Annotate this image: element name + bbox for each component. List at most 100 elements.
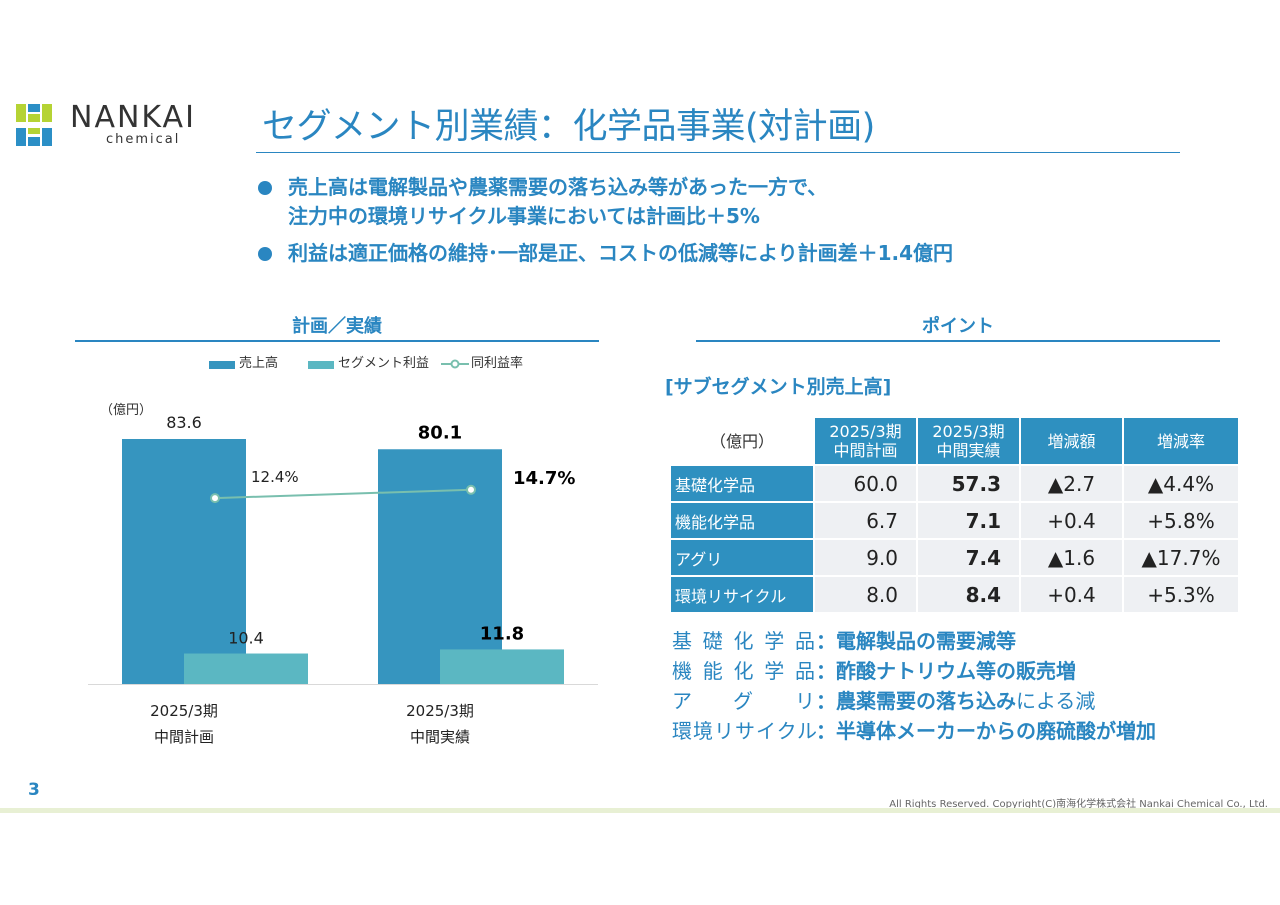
category-label-1-line2: 中間計画 [154,728,214,746]
bullet-sales: 売上高は電解製品や農薬需要の落ち込み等があった一方で、 注力中の環境リサイクル事… [258,173,1158,231]
cell-plan: 8.0 [813,575,918,614]
cell-diff: ▲1.6 [1019,538,1124,577]
bar-profit-1 [184,653,308,684]
point-desc: 農薬需要の落ち込み [836,689,1016,713]
point-desc-tail: による減 [1016,689,1096,713]
cell-actual: 7.1 [916,501,1021,540]
logo-text: NANKAI [70,100,196,135]
point-desc: 半導体メーカーからの廃硫酸が増加 [836,719,1156,743]
legend-label-sales: 売上高 [239,356,279,371]
subsegment-table: （億円） 2025/3期 中間計画 2025/3期 中間実績 増減額 増減率 基礎化… [669,416,1240,614]
legend-label-margin: 同利益率 [471,356,524,371]
point-label: アグリ [672,689,816,713]
table-row: アグリ 9.0 7.4 ▲1.6 ▲17.7% [669,538,1240,577]
cell-rate: ▲4.4% [1122,464,1240,503]
bar-profit-2 [440,649,564,684]
bullet-dot-icon [258,181,272,195]
category-label-2-line1: 2025/3期 [406,702,474,720]
points-list: 基礎化学品：電解製品の需要減等 機能化学品：酢酸ナトリウム等の販売増 アグリ：農… [672,626,1232,746]
legend-item-margin: 同利益率 [441,355,523,373]
bullet-profit-line1: 利益は適正価格の維持･一部是正、コストの低減等により計画差＋1.4億円 [288,241,954,265]
cell-plan: 9.0 [813,538,918,577]
point-colon: ： [816,629,836,653]
category-label-2-line2: 中間実績 [410,728,470,746]
table-header-plan: 2025/3期 中間計画 [813,416,918,466]
cell-diff: ▲2.7 [1019,464,1124,503]
legend-line-marker-icon [441,359,469,369]
table-header-diff: 増減額 [1019,416,1124,466]
company-logo: NANKAI chemical [16,102,226,148]
bullet-sales-line2: 注力中の環境リサイクル事業においては計画比＋5% [288,204,760,228]
margin-label-2: 14.7% [513,468,575,489]
legend-item-profit: セグメント利益 [308,355,429,373]
point-label: 基礎化学品 [672,629,816,653]
title-divider [256,152,1180,153]
left-section-divider [75,340,599,342]
summary-bullets: 売上高は電解製品や農薬需要の落ち込み等があった一方で、 注力中の環境リサイクル事… [258,173,1158,276]
footer-bar [0,808,1280,813]
row-name: 基礎化学品 [669,464,815,503]
table-unit-header: （億円） [669,416,815,466]
cell-rate: +5.3% [1122,575,1240,614]
bar-sales-2 [378,449,502,684]
y-unit-label: （億円） [100,402,152,418]
bullet-profit: 利益は適正価格の維持･一部是正、コストの低減等により計画差＋1.4億円 [258,239,1158,268]
row-name: 環境リサイクル [669,575,815,614]
bullet-sales-line1: 売上高は電解製品や農薬需要の落ち込み等があった一方で、 [288,175,828,199]
point-item: 環境リサイクル：半導体メーカーからの廃硫酸が増加 [672,716,1232,746]
label-profit-2: 11.8 [480,623,524,644]
right-section-title: ポイント [922,316,994,337]
cell-plan: 60.0 [813,464,918,503]
cell-diff: +0.4 [1019,575,1124,614]
label-sales-2: 80.1 [418,422,462,443]
margin-line [214,488,472,500]
bullet-dot-icon [258,247,272,261]
legend-item-sales: 売上高 [209,355,278,373]
point-desc: 酢酸ナトリウム等の販売増 [836,659,1076,683]
copyright-text: All Rights Reserved. Copyright(C)南海化学株式会… [889,799,1268,810]
table-row: 環境リサイクル 8.0 8.4 +0.4 +5.3% [669,575,1240,614]
left-section-title: 計画／実績 [292,316,382,337]
page-number: 3 [28,780,40,800]
point-label: 機能化学品 [672,659,816,683]
page-title: セグメント別業績：化学品事業(対計画) [262,107,875,147]
cell-actual: 7.4 [916,538,1021,577]
legend-swatch-sales [209,361,235,369]
point-desc: 電解製品の需要減等 [836,629,1016,653]
table-header-actual: 2025/3期 中間実績 [916,416,1021,466]
cell-rate: ▲17.7% [1122,538,1240,577]
cell-actual: 57.3 [916,464,1021,503]
right-section-divider [696,340,1220,342]
logo-subtext: chemical [106,132,181,147]
cell-plan: 6.7 [813,501,918,540]
subsegment-title: [サブセグメント別売上高] [665,376,892,398]
table-header-rate: 増減率 [1122,416,1240,466]
cell-rate: +5.8% [1122,501,1240,540]
point-colon: ： [816,689,836,713]
logo-mark-icon [16,104,52,146]
row-name: アグリ [669,538,815,577]
point-item: 機能化学品：酢酸ナトリウム等の販売増 [672,656,1232,686]
point-colon: ： [816,719,836,743]
label-sales-1: 83.6 [166,413,202,432]
table-header-row: （億円） 2025/3期 中間計画 2025/3期 中間実績 増減額 増減率 [669,416,1240,466]
legend-label-profit: セグメント利益 [338,356,430,371]
table-row: 機能化学品 6.7 7.1 +0.4 +5.8% [669,501,1240,540]
point-colon: ： [816,659,836,683]
plan-actual-chart: （億円）83.610.42025/3期中間計画80.111.82025/3期中間… [88,402,598,746]
margin-label-1: 12.4% [251,468,299,486]
margin-point-2 [466,484,476,495]
cell-diff: +0.4 [1019,501,1124,540]
point-label: 環境リサイクル [672,719,818,743]
row-name: 機能化学品 [669,501,815,540]
table-row: 基礎化学品 60.0 57.3 ▲2.7 ▲4.4% [669,464,1240,503]
point-item: 基礎化学品：電解製品の需要減等 [672,626,1232,656]
cell-actual: 8.4 [916,575,1021,614]
legend-swatch-profit [308,361,334,369]
margin-point-1 [210,493,220,504]
category-label-1-line1: 2025/3期 [150,702,218,720]
label-profit-1: 10.4 [228,629,264,648]
point-item: アグリ：農薬需要の落ち込みによる減 [672,686,1232,716]
bar-sales-1 [122,439,246,684]
chart-legend: 売上高 セグメント利益 同利益率 [205,355,585,373]
